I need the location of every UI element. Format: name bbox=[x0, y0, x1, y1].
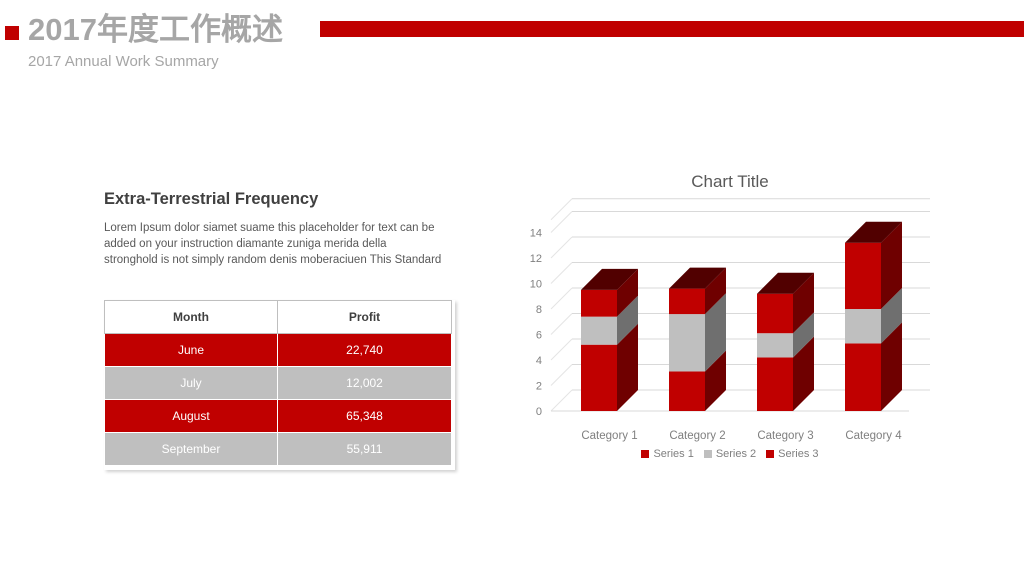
legend-entry[interactable]: Series 2 bbox=[703, 448, 757, 460]
column-header-profit: Profit bbox=[277, 300, 452, 334]
y-axis-labels: 0 2 4 6 8 10 12 14 bbox=[530, 228, 542, 419]
slide-header: 2017年度工作概述 2017 Annual Work Summary bbox=[0, 0, 1024, 90]
y-tick-label: 10 bbox=[530, 279, 542, 291]
bar-top-face bbox=[669, 267, 726, 289]
gridline-depth bbox=[550, 338, 573, 361]
chart-title: Chart Title bbox=[691, 172, 769, 191]
gridline-depth bbox=[550, 262, 573, 284]
x-tick-label: Category 2 bbox=[669, 430, 725, 442]
bar-top-face bbox=[845, 221, 902, 243]
bar-segment-side bbox=[881, 322, 902, 411]
legend-swatch-icon bbox=[641, 450, 650, 458]
left-content-panel: Extra-Terrestrial Frequency Lorem Ipsum … bbox=[104, 188, 454, 268]
bar-segment-front bbox=[581, 316, 617, 345]
cell-month: June bbox=[104, 333, 278, 367]
y-tick-label: 6 bbox=[536, 330, 542, 342]
bar-segment-front bbox=[581, 344, 617, 411]
section-heading: Extra-Terrestrial Frequency bbox=[104, 190, 319, 208]
gridline-depth bbox=[550, 389, 573, 412]
gridline-depth bbox=[550, 287, 573, 310]
legend-swatch-icon bbox=[703, 450, 712, 458]
cell-profit: 12,002 bbox=[277, 366, 452, 400]
bar-segment-front bbox=[845, 343, 881, 411]
bar-segment-front bbox=[669, 371, 705, 411]
bar-segment-side bbox=[793, 336, 814, 411]
x-tick-label: Category 1 bbox=[581, 430, 637, 442]
bar-segment-side bbox=[617, 268, 638, 317]
bar-segment-front bbox=[757, 357, 793, 411]
bar-segment-front bbox=[757, 333, 793, 358]
chart-legend: Series 1 Series 2 Series 3 bbox=[500, 448, 960, 460]
gridline-depth bbox=[550, 364, 573, 386]
bar-segment-side bbox=[705, 293, 726, 372]
profit-table: Month Profit June 22,740 July 12,002 August 6… bbox=[104, 300, 452, 466]
bar-segment-front bbox=[757, 293, 793, 334]
table-row: June 22,740 bbox=[104, 333, 452, 367]
bar-segment-side bbox=[881, 288, 902, 344]
gridline-depth bbox=[550, 211, 573, 233]
y-tick-label: 12 bbox=[530, 253, 542, 265]
bar-segment-side bbox=[617, 295, 638, 345]
chart-container: Chart Title 0 2 4 6 8 10 12 14 Category 1 Categor… bbox=[500, 160, 960, 480]
gridline-depth bbox=[550, 198, 573, 221]
x-tick-label: Category 3 bbox=[757, 430, 813, 442]
column-header-month: Month bbox=[104, 300, 278, 334]
bar-segment-front bbox=[845, 242, 881, 309]
bar-segment-side bbox=[793, 312, 814, 358]
legend-entry[interactable]: Series 1 bbox=[641, 448, 694, 460]
square-marker-icon bbox=[5, 26, 19, 40]
bar-group bbox=[581, 268, 638, 411]
cell-month: July bbox=[104, 366, 278, 400]
cell-profit: 65,348 bbox=[277, 399, 452, 433]
legend-label: Series 2 bbox=[715, 448, 757, 460]
cell-profit: 55,911 bbox=[277, 432, 452, 466]
bar-segment-front bbox=[669, 288, 705, 315]
legend-entry[interactable]: Series 3 bbox=[766, 448, 819, 460]
bar-segment-front bbox=[845, 309, 881, 344]
bar-segment-front bbox=[581, 289, 617, 317]
page-subtitle: 2017 Annual Work Summary bbox=[28, 53, 219, 70]
table-row: September 55,911 bbox=[104, 432, 452, 466]
cell-profit: 22,740 bbox=[277, 333, 452, 367]
bar-segment-side bbox=[705, 350, 726, 411]
y-tick-label: 8 bbox=[536, 304, 542, 316]
bar-top-face bbox=[757, 272, 814, 294]
bar-group bbox=[757, 272, 814, 411]
bar-top-face bbox=[581, 268, 638, 290]
bar-group bbox=[669, 267, 726, 411]
cell-month: August bbox=[104, 399, 278, 433]
table-row: August 65,348 bbox=[104, 399, 452, 433]
legend-label: Series 1 bbox=[653, 448, 694, 460]
page-title: 2017年度工作概述 bbox=[28, 12, 283, 47]
table-header-row: Month Profit bbox=[104, 300, 452, 334]
section-body-text: Lorem Ipsum dolor siamet suame this plac… bbox=[104, 222, 442, 266]
y-tick-label: 0 bbox=[536, 406, 542, 418]
y-tick-label: 14 bbox=[530, 228, 542, 240]
bar-segment-front bbox=[669, 314, 705, 372]
gridline-depth bbox=[550, 313, 573, 335]
bar-segment-side bbox=[793, 272, 814, 334]
bar-segment-side bbox=[705, 267, 726, 315]
y-tick-label: 2 bbox=[536, 381, 542, 393]
bar-group bbox=[845, 221, 902, 411]
x-tick-label: Category 4 bbox=[845, 430, 902, 442]
legend-label: Series 3 bbox=[778, 448, 819, 460]
bar-segment-side bbox=[617, 323, 638, 411]
header-accent-bar bbox=[320, 21, 1024, 37]
chart-bars bbox=[581, 221, 902, 411]
table-row: July 12,002 bbox=[104, 366, 452, 400]
chart-plot: 0 2 4 6 8 10 12 14 Category 1 Category 2 Category … bbox=[530, 198, 930, 442]
gridline-depth bbox=[550, 236, 573, 259]
table-body: June 22,740 July 12,002 August 65,348 Septembe… bbox=[104, 333, 452, 466]
bar-segment-side bbox=[881, 221, 902, 309]
cell-month: September bbox=[104, 432, 278, 466]
legend-swatch-icon bbox=[766, 450, 775, 458]
y-tick-label: 4 bbox=[536, 355, 542, 367]
